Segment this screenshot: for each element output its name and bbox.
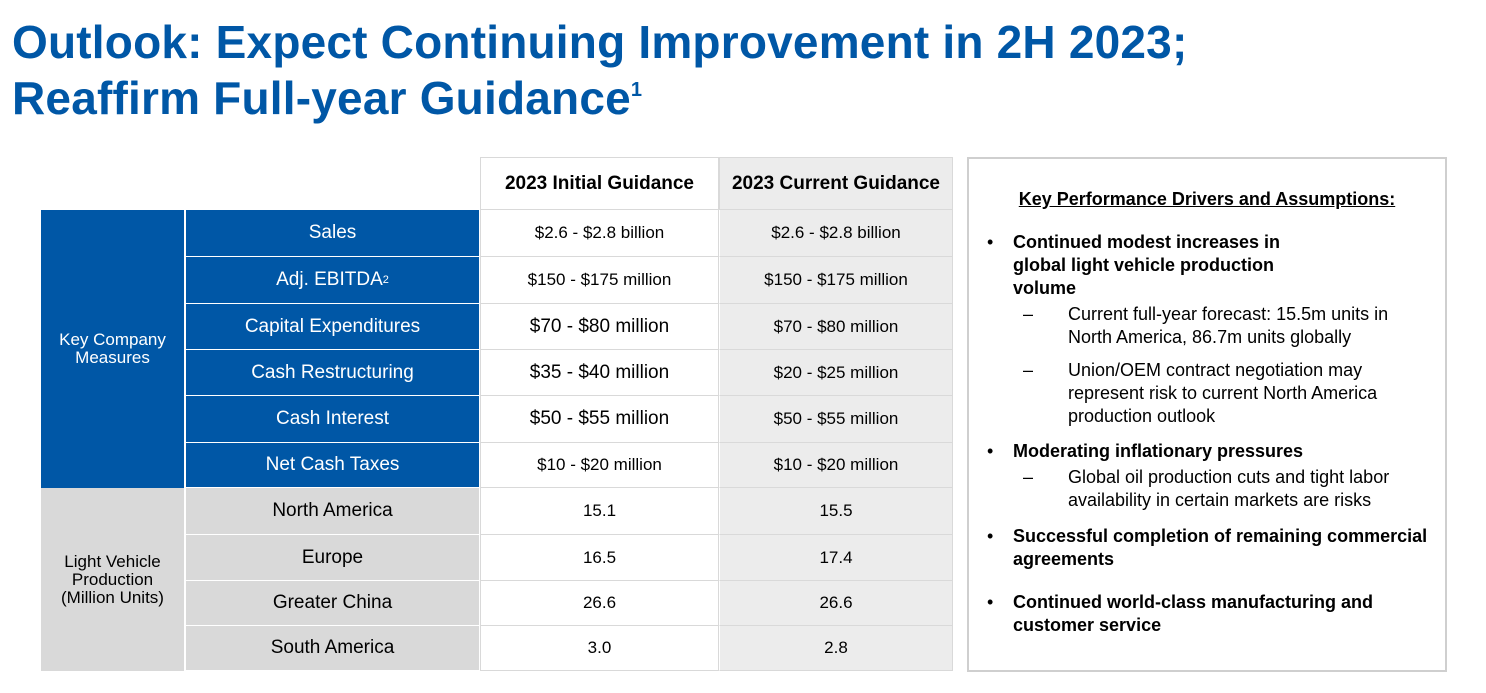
row-label: Capital Expenditures (186, 304, 479, 350)
title-footnote: 1 (630, 79, 643, 101)
bullet-icon: • (987, 592, 994, 612)
current-guidance-cell: $10 - $20 million (719, 443, 953, 488)
row-label: Sales (186, 210, 479, 257)
title-line-2: Reaffirm Full-year Guidance1 (12, 70, 1187, 126)
driver-bullet: • Continued modest increases in global li… (987, 231, 1427, 428)
title-line-1: Outlook: Expect Continuing Improvement i… (12, 16, 1188, 68)
initial-guidance-cell: 15.1 (480, 488, 719, 535)
row-label-text: Cash Restructuring (251, 361, 414, 383)
driver-bullet: • Continued world-class manufacturing and… (987, 591, 1427, 637)
driver-bullet-text: Successful completion of remaining comme… (1013, 526, 1428, 569)
current-guidance-cell: $50 - $55 million (719, 396, 953, 443)
driver-sub-bullet: – Global oil production cuts and tight la… (1023, 466, 1427, 512)
header-initial-guidance: 2023 Initial Guidance (480, 157, 719, 210)
current-guidance-cell: 26.6 (719, 581, 953, 626)
row-label-text: Capital Expenditures (244, 315, 421, 337)
dash-icon: – (1023, 360, 1034, 380)
initial-guidance-cell: $70 - $80 million (480, 304, 719, 350)
bullet-icon: • (987, 232, 994, 252)
title-line-2-text: Reaffirm Full-year Guidance (12, 72, 631, 124)
bullet-icon: • (987, 526, 994, 546)
row-label-text: Net Cash Taxes (265, 454, 400, 475)
row-label-text: Sales (308, 222, 357, 243)
row-label: Cash Restructuring (186, 350, 479, 396)
dash-icon: – (1023, 467, 1034, 487)
row-label-text: Europe (301, 546, 364, 568)
initial-guidance-cell: $50 - $55 million (480, 396, 719, 443)
row-label: Cash Interest (186, 396, 479, 443)
row-label: Adj. EBITDA 2 (186, 257, 479, 304)
driver-sub-bullet-text: Global oil production cuts and tight lab… (1068, 467, 1390, 510)
driver-bullet: • Moderating inflationary pressures – Globa… (987, 440, 1427, 512)
dash-icon: – (1023, 304, 1034, 324)
initial-guidance-cell: 16.5 (480, 535, 719, 581)
initial-guidance-cell: $10 - $20 million (480, 443, 719, 488)
driver-sub-bullet-text: Union/OEM contract negotiation may repre… (1068, 360, 1378, 426)
row-label: South America (186, 626, 479, 671)
row-label: Greater China (186, 581, 479, 626)
row-label: Europe (186, 535, 479, 581)
initial-guidance-cell: 26.6 (480, 581, 719, 626)
driver-sub-bullet: – Current full-year forecast: 15.5m units… (1023, 303, 1427, 349)
current-guidance-cell: 15.5 (719, 488, 953, 535)
current-guidance-cell: 2.8 (719, 626, 953, 671)
row-label-text: Cash Interest (276, 408, 389, 429)
driver-bullet-text: Continued world-class manufacturing and … (1013, 592, 1374, 635)
current-guidance-cell: $20 - $25 million (719, 350, 953, 396)
driver-bullet: • Successful completion of remaining comm… (987, 525, 1427, 571)
driver-sub-bullet-text: Current full-year forecast: 15.5m units … (1068, 304, 1389, 347)
current-guidance-cell: $150 - $175 million (719, 257, 953, 304)
initial-guidance-cell: 3.0 (480, 626, 719, 671)
current-guidance-cell: $70 - $80 million (719, 304, 953, 350)
driver-bullet-text: Continued modest increases in global lig… (1013, 232, 1281, 298)
current-guidance-cell: $2.6 - $2.8 billion (719, 210, 953, 257)
header-current-guidance: 2023 Current Guidance (719, 157, 953, 210)
group-key-company-measures: Key Company Measures (41, 210, 184, 488)
row-label: North America (186, 488, 479, 535)
driver-bullet-text: Moderating inflationary pressures (1013, 441, 1304, 461)
row-label-text: Greater China (272, 592, 393, 613)
row-label: Net Cash Taxes (186, 443, 479, 488)
group-light-vehicle-production: Light Vehicle Production (Million Units) (41, 488, 184, 671)
driver-sub-bullet: – Union/OEM contract negotiation may repr… (1023, 359, 1427, 428)
initial-guidance-cell: $35 - $40 million (480, 350, 719, 396)
key-drivers-panel: Key Performance Drivers and Assumptions:… (967, 157, 1447, 672)
page-title: Outlook: Expect Continuing Improvement i… (12, 14, 1187, 126)
row-label-text: South America (270, 637, 395, 658)
current-guidance-cell: 17.4 (719, 535, 953, 581)
row-label-text: Adj. EBITDA (276, 269, 383, 290)
row-label-text: North America (272, 500, 393, 521)
initial-guidance-cell: $150 - $175 million (480, 257, 719, 304)
key-drivers-title: Key Performance Drivers and Assumptions: (1018, 189, 1396, 209)
initial-guidance-cell: $2.6 - $2.8 billion (480, 210, 719, 257)
bullet-icon: • (987, 441, 994, 461)
